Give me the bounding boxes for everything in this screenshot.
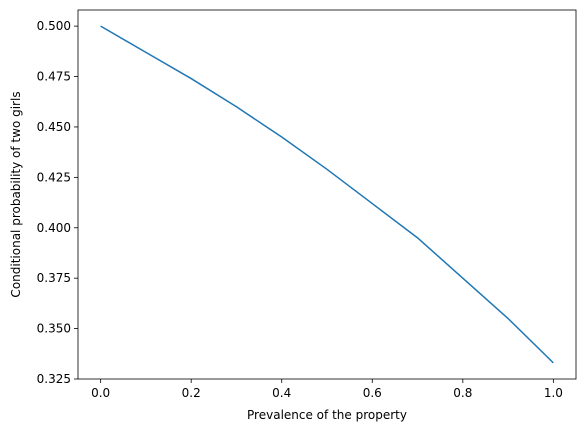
x-tick-label: 1.0 (544, 386, 563, 400)
y-tick-label: 0.450 (37, 120, 71, 134)
x-tick-label: 0.2 (182, 386, 201, 400)
axes-frame (77, 9, 577, 380)
x-tick-label: 0.0 (91, 386, 110, 400)
x-axis-ticks: 0.0 0.2 0.4 0.6 0.8 1.0 (91, 379, 563, 400)
y-axis-label: Conditional probability of two girls (9, 91, 23, 297)
x-tick-label: 0.6 (363, 386, 382, 400)
y-tick-label: 0.500 (37, 19, 71, 33)
y-tick-label: 0.375 (37, 271, 71, 285)
series-line-0 (100, 25, 554, 364)
y-tick-label: 0.350 (37, 322, 71, 336)
y-tick-label: 0.475 (37, 70, 71, 84)
series-layer (100, 25, 554, 364)
x-tick-label: 0.8 (453, 386, 472, 400)
plot-area (78, 10, 576, 379)
y-axis-ticks: 0.325 0.350 0.375 0.400 0.425 0.450 0.475 0.500 (37, 19, 78, 386)
x-axis-label: Prevalence of the property (247, 408, 407, 422)
x-tick-label: 0.4 (272, 386, 291, 400)
y-tick-label: 0.325 (37, 372, 71, 386)
y-tick-label: 0.400 (37, 221, 71, 235)
y-tick-label: 0.425 (37, 170, 71, 184)
